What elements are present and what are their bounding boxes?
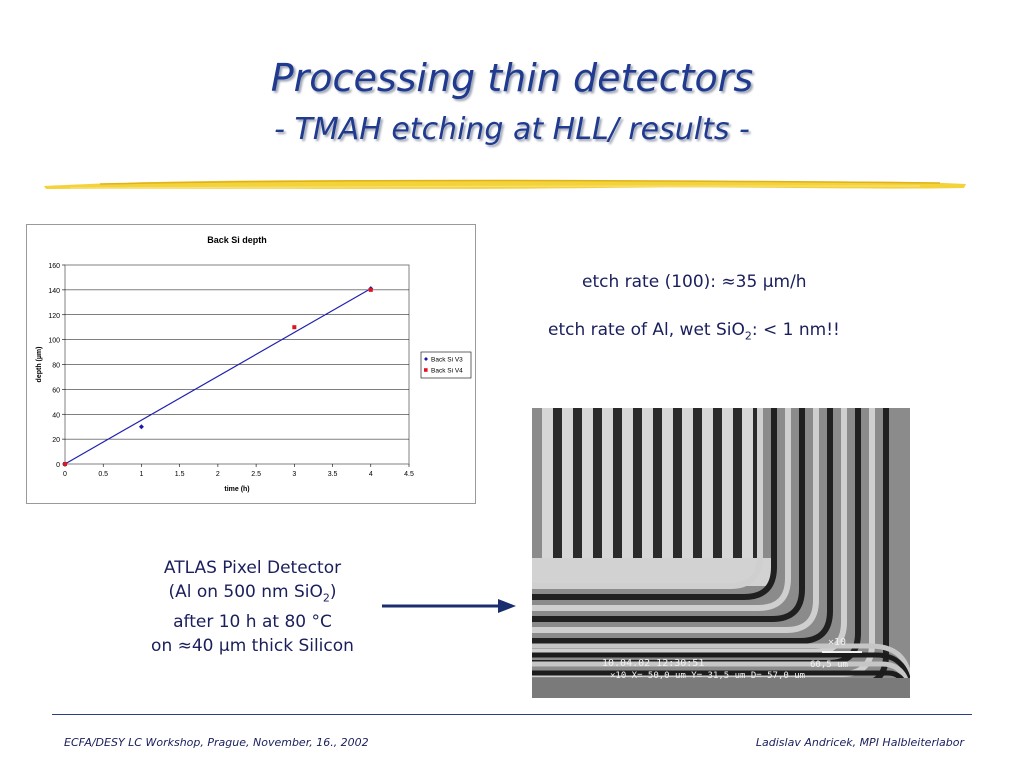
y-tick-label: 40 [52, 412, 60, 419]
caption-line-1: ATLAS Pixel Detector [163, 558, 342, 578]
sem-finger [742, 408, 753, 558]
legend-marker [424, 368, 428, 372]
x-tick-label: 3 [292, 471, 296, 478]
chart-frame: Back Si depth 0 20 40 60 80 100 120 140 160 0 0.5 1 1… [26, 224, 476, 504]
y-tick-label: 120 [48, 313, 60, 320]
x-tick-label: 1.5 [175, 471, 185, 478]
y-tick-label: 160 [48, 263, 60, 270]
y-tick-label: 60 [52, 387, 60, 394]
sem-bus [532, 558, 772, 586]
sem-finger [702, 408, 713, 558]
caption-line-3: after 10 h at 80 °C [173, 612, 332, 633]
sem-label-band [532, 678, 910, 698]
legend-box [420, 351, 472, 379]
x-tick-label: 2 [216, 471, 220, 478]
arrow-right-icon [382, 599, 516, 613]
sem-finger-gap [653, 408, 662, 558]
sem-finger [582, 408, 593, 558]
data-point-back-si-v4 [368, 287, 373, 292]
title-underline-brush [44, 179, 966, 189]
legend: Back Si V3 Back Si V4 [420, 351, 472, 379]
sem-finger-gap [593, 408, 602, 558]
sem-scale-len: 60,5 um [810, 660, 848, 670]
sem-guard-ring [532, 408, 791, 611]
x-tick-label: 4.5 [404, 471, 414, 478]
legend-label: Back Si V3 [431, 357, 463, 364]
sem-finger-gap [633, 408, 642, 558]
data-point-back-si-v4 [63, 462, 67, 466]
y-axis-label: depth (µm) [36, 347, 43, 383]
slide-title: Processing thin detectors [270, 56, 754, 100]
y-tick-label: 20 [52, 437, 60, 444]
sem-label-line2: ×10 X= 50,0 um Y= 31,5 um D= 57,0 um [610, 671, 805, 681]
y-tick-label: 140 [48, 288, 60, 295]
data-point-back-si-v3 [138, 424, 144, 430]
sem-guard-ring [532, 408, 777, 600]
sem-finger [722, 408, 733, 558]
y-tick-label: 0 [56, 462, 60, 469]
back-si-depth-chart: Back Si depth 0 20 40 60 80 100 120 140 160 0 0.5 1 1… [36, 235, 472, 493]
sem-finger [542, 408, 553, 558]
sem-image: 10.04.02 12:30:51 ×10 X= 50,0 um Y= 31,5 … [532, 408, 910, 698]
y-tick-label: 80 [52, 363, 60, 370]
sem-finger [602, 408, 613, 558]
footer-right: Ladislav Andricek, MPI Halbleiterlabor [755, 736, 964, 749]
x-tick-label: 4 [369, 471, 373, 478]
sem-guard-ring [532, 408, 819, 633]
sem-finger-gap [713, 408, 722, 558]
x-tick-label: 2.5 [251, 471, 261, 478]
footer-left: ECFA/DESY LC Workshop, Prague, November,… [64, 736, 369, 749]
etch-rate-al-text: etch rate of Al, wet SiO2: < 1 nm!! [548, 320, 840, 343]
footer-rule [52, 714, 972, 715]
sem-guard-ring [532, 408, 763, 589]
sem-label-line1: 10.04.02 12:30:51 [602, 658, 704, 669]
x-tick-label: 0.5 [98, 471, 108, 478]
legend-marker [424, 357, 428, 361]
sem-finger [562, 408, 573, 558]
x-tick-label: 3.5 [328, 471, 338, 478]
sem-guard-ring [532, 408, 833, 644]
caption-line-4: on ≈40 µm thick Silicon [151, 636, 354, 657]
slide-subtitle: - TMAH etching at HLL/ results - [274, 112, 750, 147]
sem-finger [682, 408, 693, 558]
sem-guard-ring [532, 408, 805, 622]
x-tick-label: 0 [63, 471, 67, 478]
x-axis-label: time (h) [224, 486, 249, 493]
sem-finger [622, 408, 633, 558]
sem-caption: ATLAS Pixel Detector (Al on 500 nm SiO2)… [120, 556, 385, 658]
fit-line [64, 288, 372, 465]
sem-finger-gap [673, 408, 682, 558]
legend-label: Back Si V4 [431, 368, 463, 375]
data-point-back-si-v4 [292, 325, 297, 330]
sem-finger-gap [553, 408, 562, 558]
sem-scale-mag: ×10 [828, 637, 846, 648]
caption-line-2: (Al on 500 nm SiO2) [168, 582, 337, 605]
y-tick-label: 100 [48, 338, 60, 345]
sem-finger-gap [573, 408, 582, 558]
chart-title: Back Si depth [207, 235, 267, 245]
sem-micrograph: 10.04.02 12:30:51 ×10 X= 50,0 um Y= 31,5 … [532, 408, 910, 698]
sem-finger [642, 408, 653, 558]
sem-finger [662, 408, 673, 558]
sem-finger-gap [733, 408, 742, 558]
etch-rate-100-text: etch rate (100): ≈35 µm/h [582, 272, 807, 292]
sem-finger-gap [613, 408, 622, 558]
x-tick-label: 1 [139, 471, 143, 478]
sem-finger-gap [693, 408, 702, 558]
